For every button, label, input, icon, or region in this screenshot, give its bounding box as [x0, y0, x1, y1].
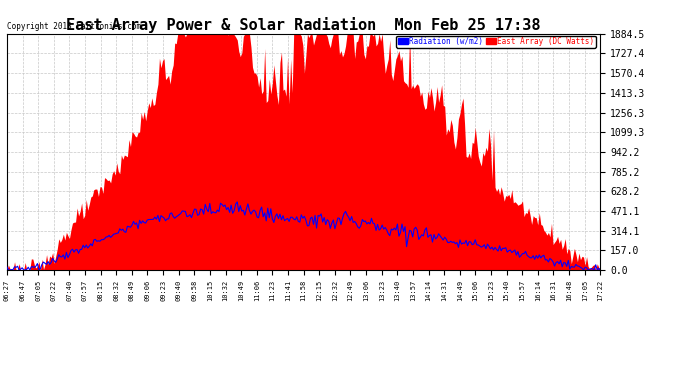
Text: Copyright 2013 Cartronics.com: Copyright 2013 Cartronics.com	[7, 22, 141, 32]
Title: East Array Power & Solar Radiation  Mon Feb 25 17:38: East Array Power & Solar Radiation Mon F…	[66, 16, 541, 33]
Legend: Radiation (w/m2), East Array (DC Watts): Radiation (w/m2), East Array (DC Watts)	[396, 36, 596, 48]
